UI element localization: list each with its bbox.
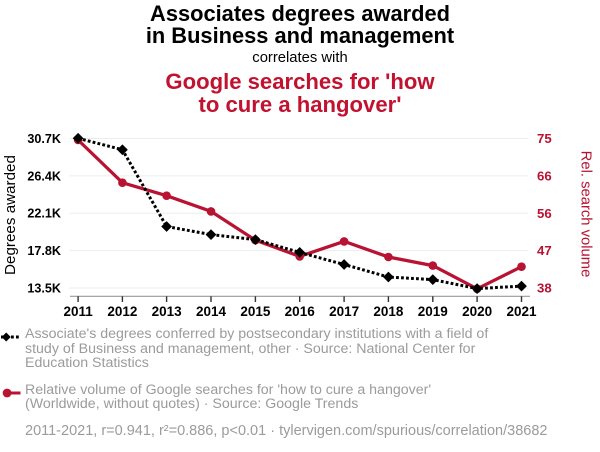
- svg-text:30.7K: 30.7K: [27, 132, 61, 146]
- svg-text:38: 38: [537, 281, 552, 296]
- svg-text:2015: 2015: [240, 304, 271, 319]
- svg-text:2019: 2019: [418, 304, 448, 319]
- svg-text:2016: 2016: [285, 304, 316, 319]
- svg-text:66: 66: [537, 169, 552, 184]
- svg-text:56: 56: [537, 206, 552, 221]
- svg-text:2012: 2012: [107, 304, 137, 319]
- svg-text:2011: 2011: [63, 304, 93, 319]
- svg-text:2014: 2014: [196, 304, 227, 319]
- svg-text:Degrees awarded: Degrees awarded: [2, 155, 19, 275]
- svg-text:2020: 2020: [462, 304, 492, 319]
- svg-text:22.1K: 22.1K: [27, 207, 61, 221]
- svg-text:75: 75: [537, 131, 552, 146]
- svg-text:2021: 2021: [506, 304, 537, 319]
- svg-text:17.8K: 17.8K: [27, 244, 61, 258]
- svg-text:2017: 2017: [329, 304, 359, 319]
- svg-text:26.4K: 26.4K: [27, 169, 61, 183]
- svg-text:2018: 2018: [373, 304, 404, 319]
- svg-text:47: 47: [537, 243, 552, 258]
- svg-text:Rel. search volume: Rel. search volume: [578, 151, 594, 278]
- svg-text:2013: 2013: [152, 304, 183, 319]
- svg-text:13.5K: 13.5K: [27, 281, 61, 295]
